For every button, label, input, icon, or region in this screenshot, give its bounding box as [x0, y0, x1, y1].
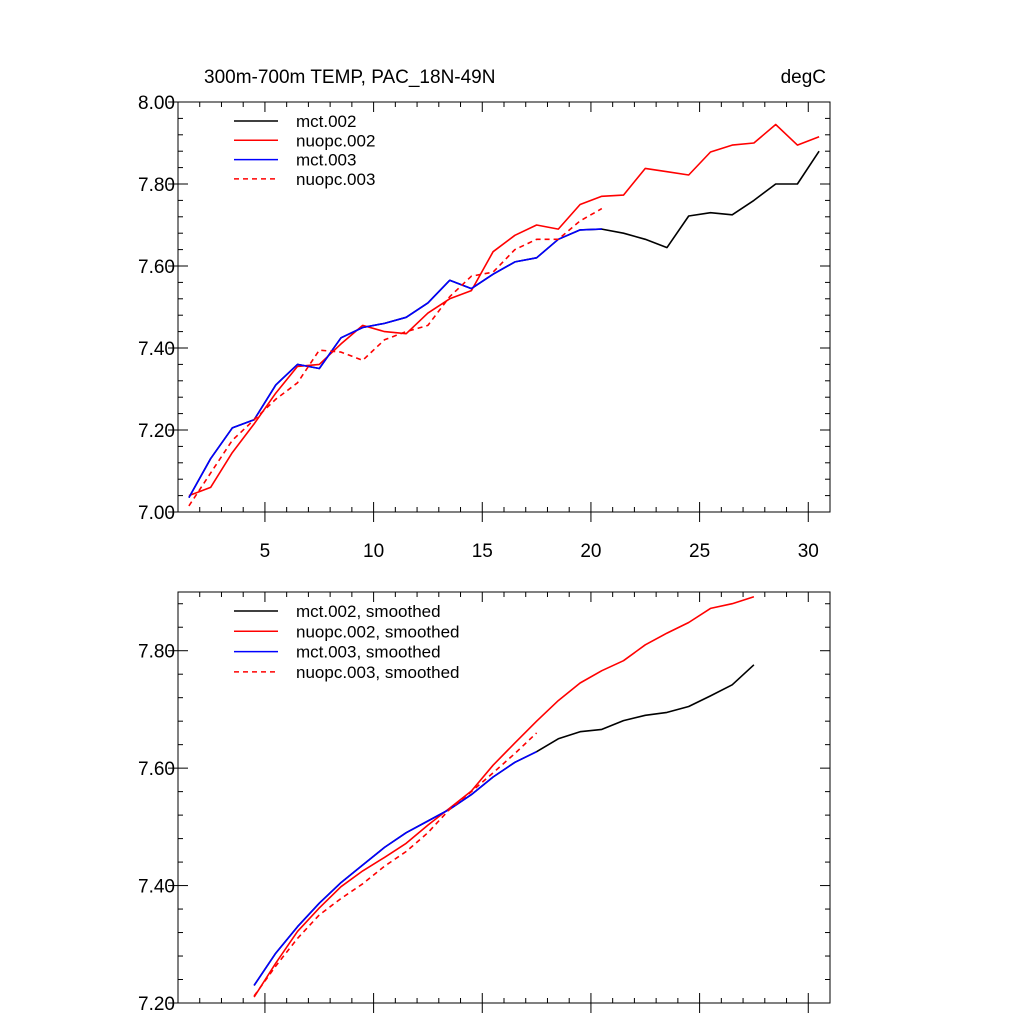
top-chart-panel: 300m-700m TEMP, PAC_18N-49N degC 5 10 15 20… [138, 67, 831, 562]
series-line-nuopc-002-smoothed [253, 595, 755, 998]
y-tick-label: 7.60 [138, 257, 175, 278]
series-line-mct-002 [188, 150, 820, 498]
series-line-nuopc-003 [188, 207, 603, 507]
legend-label: nuopc.003 [296, 170, 375, 189]
units-label: degC [781, 67, 826, 88]
legend-label: nuopc.002 [296, 131, 375, 150]
legend-label: mct.002 [296, 112, 356, 131]
y-tick-label: 7.40 [138, 877, 175, 898]
y-tick-label: 7.80 [138, 175, 175, 196]
y-tick-label: 7.00 [138, 503, 175, 524]
plot-frame [177, 591, 831, 1004]
legend-label: mct.003, smoothed [296, 643, 441, 662]
y-tick-label: 7.40 [138, 339, 175, 360]
plot-frame [177, 101, 831, 513]
x-tick-label: 25 [689, 541, 710, 562]
y-tick-label: 7.20 [138, 421, 175, 442]
series-line-mct-003-smoothed [253, 750, 537, 986]
legend-label: mct.003 [296, 151, 356, 170]
legend-label: nuopc.003, smoothed [296, 663, 460, 682]
x-tick-label: 15 [472, 541, 493, 562]
legend-label: nuopc.002, smoothed [296, 622, 460, 641]
x-tick-label: 20 [580, 541, 601, 562]
legend-label: mct.002, smoothed [296, 602, 441, 621]
series-line-mct-002-smoothed [253, 664, 755, 986]
series-line-mct-003 [188, 228, 602, 498]
y-tick-label: 8.00 [138, 93, 175, 114]
y-tick-label: 7.20 [138, 994, 175, 1015]
chart-title: 300m-700m TEMP, PAC_18N-49N [204, 67, 495, 88]
x-tick-label: 5 [260, 541, 271, 562]
x-tick-label: 30 [798, 541, 819, 562]
x-tick-label: 10 [363, 541, 384, 562]
series-line-nuopc-003-smoothed [253, 732, 538, 997]
series-line-nuopc-002 [188, 123, 820, 497]
y-tick-label: 7.80 [138, 642, 175, 663]
y-tick-label: 7.60 [138, 759, 175, 780]
